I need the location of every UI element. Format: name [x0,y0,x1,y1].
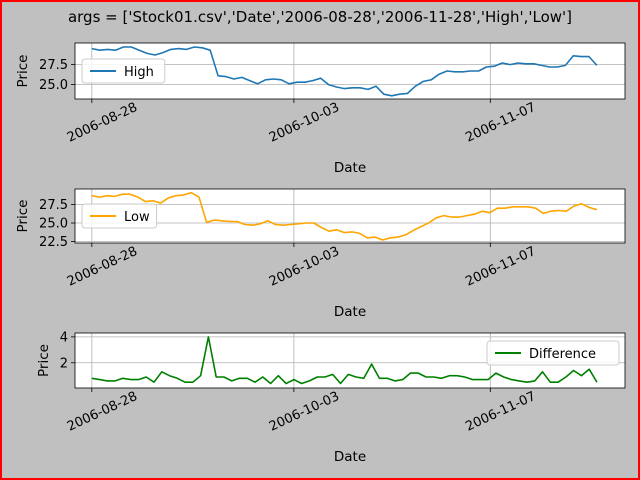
axes-frame [74,188,626,244]
x-axis-label: Date [334,160,366,176]
legend-box [81,58,166,84]
x-tick-label: 2006-08-28 [65,244,140,290]
x-axis-label: Date [334,449,366,465]
y-axis-label: Price [36,344,52,377]
y-tick-label: 22.5 [39,235,68,250]
x-tick-label: 2006-10-03 [267,100,342,146]
y-tick-label: 25.0 [39,217,68,232]
x-tick-label: 2006-08-28 [65,100,140,146]
y-axis-label: Price [15,55,31,88]
y-tick-label: 27.5 [39,58,68,73]
legend-label: High [124,65,154,80]
plot-area-low [75,189,625,243]
axes-frame [74,332,626,389]
legend-label: Low [124,210,150,225]
series-line-high [91,46,598,97]
legend-high: High [81,58,166,84]
figure-title: args = ['Stock01.csv','Date','2006-08-28… [68,8,572,26]
x-tick-label: 2006-10-03 [267,389,342,435]
legend-low: Low [81,203,158,229]
x-tick-label: 2006-11-07 [463,100,538,146]
plot-area-high [75,43,625,99]
legend-difference: Difference [486,340,620,366]
legend-box [486,340,620,366]
x-tick-label: 2006-08-28 [65,389,140,435]
subplot-low: 2006-08-28 2006-10-03 2006-11-07 22.5 25.0 27… [15,188,626,320]
y-axis-label: Price [15,200,31,233]
y-tick-label: 2 [60,356,68,371]
subplot-difference: 2006-08-28 2006-10-03 2006-11-07 2 4 Date Pric… [36,330,626,465]
series-line-low [91,191,598,241]
legend-label: Difference [529,347,596,362]
series-line-difference [91,336,598,385]
y-tick-label: 27.5 [39,198,68,213]
y-tick-label: 25.0 [39,78,68,93]
x-tick-label: 2006-11-07 [463,244,538,290]
subplot-high: 2006-08-28 2006-10-03 2006-11-07 25.0 27.5 Da… [15,42,626,176]
x-tick-label: 2006-10-03 [267,244,342,290]
x-axis-label: Date [334,304,366,320]
axes-frame [74,42,626,100]
y-tick-label: 4 [60,330,68,345]
legend-box [81,203,158,229]
x-tick-label: 2006-11-07 [463,389,538,435]
